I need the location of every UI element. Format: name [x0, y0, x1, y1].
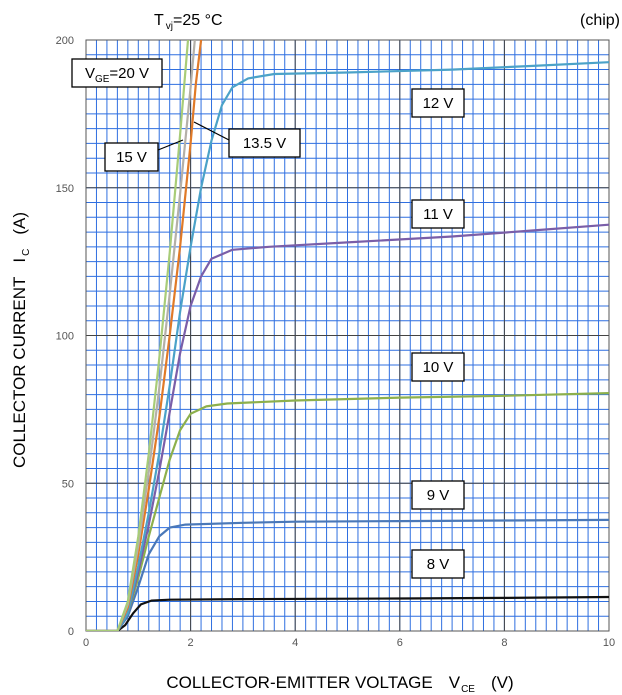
curve-label-8-v: 8 V [427, 556, 450, 573]
y-tick-label: 150 [56, 183, 74, 195]
curve-label-box-9-v [411, 480, 465, 510]
curve-labels: 12 V 11 V 10 V 9 V 8 V 13.5 V 15 V VGE=20 V [71, 58, 465, 579]
y-tick-label: 50 [62, 478, 74, 490]
curve-label-9-v: 9 V [427, 487, 450, 504]
y-tick-label: 200 [56, 35, 74, 47]
curve-label-box-11-v [411, 199, 465, 229]
y-tick-label: 100 [56, 331, 74, 343]
curve-label-10-v: 10 V [423, 359, 454, 376]
curve-label-11-v: 11 V [423, 206, 453, 223]
curve-label-13-5-v: 13.5 V [243, 135, 286, 152]
curve-label-box-13-5-v [228, 128, 301, 158]
x-tick-label: 6 [397, 637, 403, 649]
curve-label-12-v: 12 V [423, 95, 454, 112]
x-tick-label: 4 [292, 637, 298, 649]
chart-chip-note: (chip) [580, 12, 620, 29]
x-tick-label: 2 [188, 637, 194, 649]
curve-label-box-v-ge-20-v [71, 58, 163, 88]
x-tick-label: 0 [83, 637, 89, 649]
leader-line-13-5v [193, 121, 230, 141]
y-axis-title: COLLECTOR CURRENTIC(A) [10, 212, 32, 468]
series-line-v-ge-20-v [86, 40, 190, 631]
curve-label-box-10-v [411, 352, 465, 382]
curve-label-v-ge-20-v: VGE=20 V [85, 65, 149, 85]
leader-line-15v [157, 139, 184, 151]
x-axis-title: COLLECTOR-EMITTER VOLTAGE VCE (V) [166, 673, 513, 695]
curve-label-box-12-v [411, 88, 465, 118]
plot-frame [85, 39, 610, 632]
x-tick-label: 10 [603, 637, 615, 649]
curve-label-box-15-v [104, 142, 159, 172]
series-line-9-v [86, 518, 609, 631]
x-tick-label: 8 [501, 637, 507, 649]
curve-label-box-8-v [411, 549, 465, 579]
series-line-8-v [86, 595, 609, 631]
series-line-12-v [86, 61, 609, 631]
series-lines [86, 40, 609, 631]
curve-label-15-v: 15 V [116, 149, 147, 166]
y-tick-label: 0 [68, 626, 74, 638]
